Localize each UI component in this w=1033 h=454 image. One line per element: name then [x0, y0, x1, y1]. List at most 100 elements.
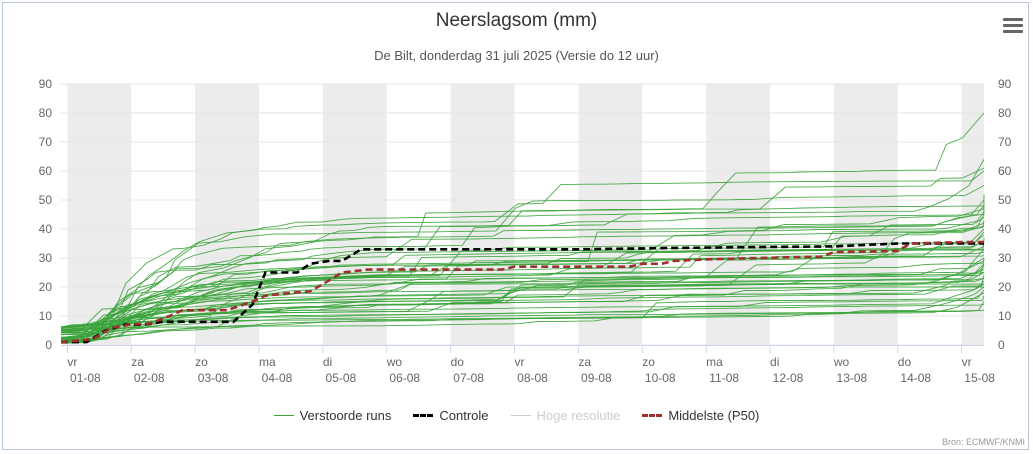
ensemble-series	[60, 112, 985, 344]
x-tick-day-label: wo	[386, 355, 403, 369]
x-tick-date-label: 10-08	[645, 371, 676, 385]
x-tick-day-label: ma	[259, 355, 276, 369]
ensemble-member-line	[60, 112, 985, 331]
y-tick-label: 60	[39, 164, 53, 178]
ensemble-member-line	[60, 260, 985, 340]
y-tick-label-right: 60	[998, 164, 1012, 178]
ensemble-member-line	[60, 159, 985, 336]
x-tick-day-label: wo	[833, 355, 850, 369]
ensemble-member-line	[60, 245, 985, 335]
y-tick-label: 70	[39, 135, 53, 149]
ensemble-member-line	[60, 257, 985, 329]
x-tick-day-label: vr	[515, 355, 525, 369]
legend: Verstoorde runs Controle Hoge resolutie Mid…	[0, 408, 1033, 423]
hamburger-menu-icon[interactable]	[1003, 18, 1023, 36]
y-tick-label-right: 90	[998, 77, 1012, 91]
ensemble-member-line	[60, 208, 985, 330]
y-tick-label-right: 20	[998, 280, 1012, 294]
ensemble-member-line	[60, 234, 985, 329]
ensemble-member-line	[60, 275, 985, 328]
y-tick-label: 40	[39, 222, 53, 236]
x-tick-day-label: za	[131, 355, 144, 369]
x-tick-day-label: vr	[67, 355, 77, 369]
shaded-day-band	[67, 84, 132, 345]
x-tick-day-label: zo	[642, 355, 655, 369]
y-tick-label-right: 0	[998, 338, 1005, 352]
y-tick-label-right: 30	[998, 251, 1012, 265]
ensemble-member-line	[60, 217, 985, 344]
x-tick-date-label: 12-08	[773, 371, 804, 385]
legend-item-control[interactable]: Controle	[413, 408, 489, 423]
y-tick-label-right: 80	[998, 106, 1012, 120]
ensemble-member-line	[60, 205, 985, 331]
ensemble-member-line	[60, 225, 985, 343]
y-tick-label-right: 70	[998, 135, 1012, 149]
x-tick-date-label: 11-08	[709, 371, 739, 385]
legend-item-ensemble[interactable]: Verstoorde runs	[273, 408, 392, 423]
x-tick-day-label: di	[770, 355, 779, 369]
x-tick-date-label: 01-08	[70, 371, 101, 385]
x-tick-date-label: 04-08	[262, 371, 293, 385]
legend-item-median[interactable]: Middelste (P50)	[642, 408, 759, 423]
x-tick-date-label: 08-08	[517, 371, 548, 385]
legend-label: Controle	[439, 408, 489, 423]
ensemble-member-line	[60, 199, 985, 339]
ensemble-member-line	[60, 170, 985, 339]
ensemble-member-line	[60, 185, 985, 342]
source-credit: Bron: ECMWF/KNMI	[941, 437, 1025, 447]
x-tick-date-label: 15-08	[964, 371, 995, 385]
ensemble-member-line	[60, 222, 985, 334]
x-tick-date-label: 13-08	[837, 371, 868, 385]
chart-title: Neerslagsom (mm)	[435, 10, 598, 31]
y-tick-label: 0	[45, 338, 52, 352]
x-tick-day-label: di	[323, 355, 332, 369]
legend-swatch	[642, 414, 663, 417]
x-tick-day-label: ma	[706, 355, 723, 369]
legend-swatch	[510, 415, 531, 416]
x-tick-day-label: za	[578, 355, 591, 369]
x-tick-date-label: 05-08	[326, 371, 357, 385]
ensemble-member-line	[60, 289, 985, 340]
menu-bar	[1003, 30, 1023, 33]
y-tick-label: 90	[39, 77, 53, 91]
y-tick-label: 30	[39, 251, 53, 265]
ensemble-member-line	[60, 220, 985, 341]
y-tick-label-right: 50	[998, 193, 1012, 207]
ensemble-member-line	[60, 263, 985, 338]
x-tick-date-label: 06-08	[389, 371, 420, 385]
y-tick-label-right: 40	[998, 222, 1012, 236]
menu-bar	[1003, 18, 1023, 21]
legend-swatch	[273, 415, 294, 416]
median-line	[60, 240, 984, 344]
x-tick-date-label: 03-08	[198, 371, 229, 385]
y-tick-label-right: 10	[998, 309, 1012, 323]
ensemble-member-line	[60, 249, 985, 339]
x-tick-day-label: zo	[195, 355, 208, 369]
ensemble-member-line	[60, 243, 985, 328]
y-tick-label: 80	[39, 106, 53, 120]
ensemble-member-line	[60, 228, 985, 341]
ensemble-member-line	[60, 194, 985, 341]
menu-bar	[1003, 24, 1023, 27]
legend-swatch	[413, 414, 434, 417]
y-tick-label: 50	[39, 193, 53, 207]
legend-item-highres[interactable]: Hoge resolutie	[510, 408, 621, 423]
legend-label: Verstoorde runs	[299, 408, 392, 423]
ensemble-member-line	[60, 266, 985, 333]
y-tick-label: 20	[39, 280, 53, 294]
ensemble-member-line	[60, 167, 985, 341]
x-tick-date-label: 09-08	[581, 371, 612, 385]
legend-label: Hoge resolutie	[536, 408, 621, 423]
y-tick-label: 10	[39, 309, 53, 323]
x-tick-date-label: 07-08	[453, 371, 484, 385]
x-tick-day-label: do	[451, 355, 465, 369]
x-tick-date-label: 14-08	[900, 371, 931, 385]
ensemble-member-line	[61, 277, 985, 331]
ensemble-member-line	[60, 280, 985, 328]
ensemble-member-line	[60, 211, 985, 334]
x-tick-day-label: do	[898, 355, 912, 369]
ensemble-member-line	[60, 231, 985, 342]
ensemble-member-line	[60, 214, 985, 343]
shaded-day-band	[450, 84, 515, 345]
